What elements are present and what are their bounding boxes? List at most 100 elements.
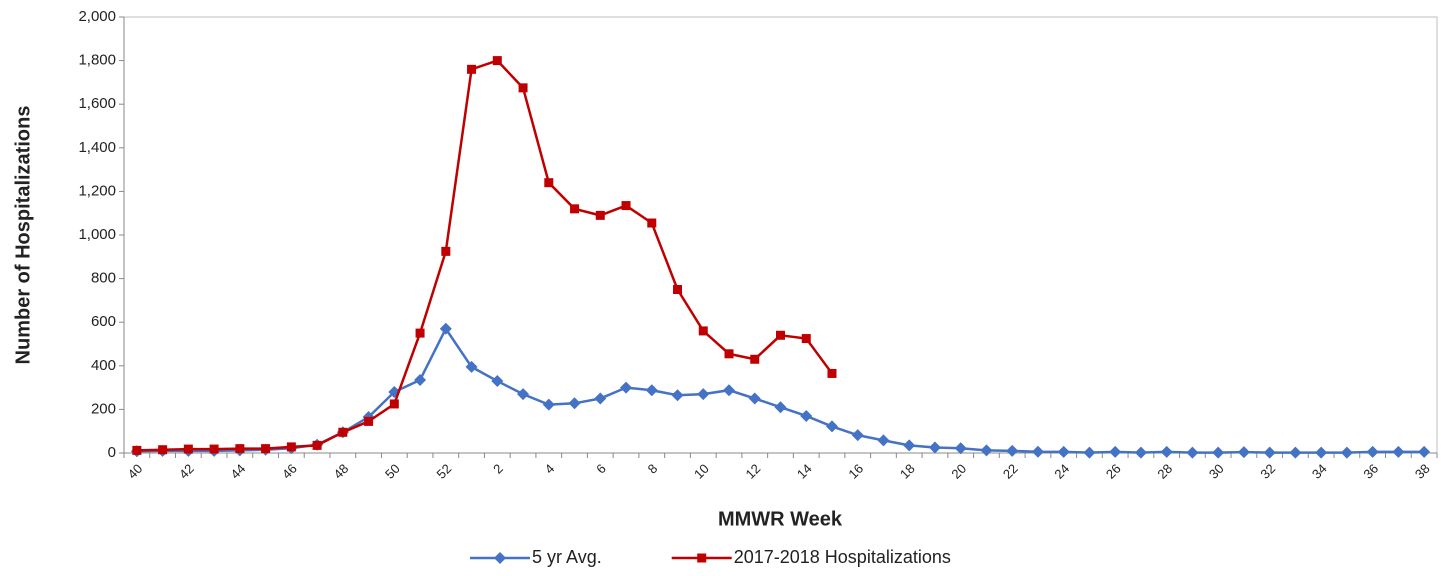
x-tick-label: 10: [691, 461, 712, 482]
data-point: [827, 368, 837, 378]
plot-frame: [123, 16, 1438, 454]
data-point: [698, 326, 708, 336]
y-axis-title: Number of Hospitalizations: [12, 106, 34, 365]
series-line: [136, 326, 1425, 454]
x-tick-label: 32: [1257, 461, 1278, 482]
x-tick-label: 28: [1154, 461, 1175, 482]
x-tick-label: 20: [948, 461, 969, 482]
y-tick-label: 0: [108, 444, 116, 461]
series-line: [136, 59, 833, 452]
data-point: [439, 322, 452, 335]
y-tick-label: 200: [91, 400, 116, 417]
data-point: [748, 392, 761, 405]
data-point: [132, 445, 142, 455]
data-point: [774, 401, 787, 414]
x-tick-label: 40: [125, 461, 146, 482]
legend-marker: [494, 552, 506, 564]
data-point: [491, 375, 504, 388]
data-point: [465, 360, 478, 373]
x-tick-label: 4: [542, 461, 558, 477]
data-point: [1186, 446, 1199, 459]
data-point: [467, 64, 477, 74]
data-point: [980, 444, 993, 457]
data-point: [1134, 446, 1147, 459]
x-tick-label: 50: [382, 461, 403, 482]
data-point: [568, 397, 581, 410]
data-point: [364, 416, 374, 426]
x-tick-label: 42: [176, 461, 197, 482]
data-point: [671, 389, 684, 402]
x-tick-label: 36: [1360, 461, 1381, 482]
x-tick-label: 38: [1412, 461, 1433, 482]
y-tick-label: 2,000: [78, 8, 116, 25]
legend-label: 2017-2018 Hospitalizations: [734, 547, 951, 567]
data-point: [647, 218, 657, 228]
data-point: [1366, 445, 1379, 458]
x-tick-label: 16: [845, 461, 866, 482]
y-tick-label: 600: [91, 313, 116, 330]
y-tick-label: 1,800: [78, 52, 116, 69]
data-point: [158, 445, 168, 455]
data-point: [441, 246, 451, 256]
data-point: [183, 444, 193, 454]
x-tick-label: 52: [434, 461, 455, 482]
data-point: [518, 83, 528, 93]
data-point: [1340, 446, 1353, 459]
data-point: [877, 434, 890, 447]
x-tick-label: 44: [228, 461, 249, 482]
data-point: [697, 388, 710, 401]
data-point: [724, 349, 734, 359]
data-point: [1031, 445, 1044, 458]
data-point: [1392, 445, 1405, 458]
data-point: [1263, 446, 1276, 459]
data-point: [286, 442, 296, 452]
x-tick-label: 2: [490, 461, 506, 477]
x-tick-label: 46: [279, 461, 300, 482]
data-point: [1418, 445, 1431, 458]
data-point: [903, 439, 916, 452]
data-point: [492, 56, 502, 66]
x-tick-label: 18: [897, 461, 918, 482]
x-tick-label: 26: [1103, 461, 1124, 482]
data-point: [517, 388, 530, 401]
data-point: [209, 444, 219, 454]
data-point: [801, 334, 811, 344]
data-point: [1289, 446, 1302, 459]
data-point: [595, 210, 605, 220]
data-point: [928, 441, 941, 454]
data-point: [851, 429, 864, 442]
data-point: [1109, 445, 1122, 458]
legend-label: 5 yr Avg.: [532, 547, 602, 567]
x-tick-label: 30: [1206, 461, 1227, 482]
x-tick-label: 14: [794, 461, 815, 482]
x-tick-label: 12: [742, 461, 763, 482]
data-point: [594, 392, 607, 405]
data-point: [570, 204, 580, 214]
data-point: [261, 444, 271, 454]
data-point: [673, 285, 683, 294]
data-point: [1315, 446, 1328, 459]
data-point: [1212, 446, 1225, 459]
data-point: [723, 384, 736, 397]
x-tick-label: 8: [645, 461, 661, 477]
data-point: [1057, 445, 1070, 458]
data-point: [414, 373, 427, 386]
data-point: [1083, 446, 1096, 459]
data-point: [776, 330, 785, 340]
data-point: [389, 399, 399, 409]
y-tick-label: 1,000: [78, 226, 116, 243]
x-tick-label: 6: [593, 461, 609, 477]
y-tick-label: 800: [91, 270, 116, 287]
data-point: [825, 420, 838, 433]
data-point: [750, 354, 760, 364]
data-point: [645, 384, 658, 397]
data-point: [954, 442, 967, 455]
x-axis-title: MMWR Week: [718, 508, 843, 530]
data-point: [544, 178, 554, 188]
data-point: [1006, 444, 1019, 457]
y-tick-label: 1,400: [78, 139, 116, 156]
data-point: [800, 409, 813, 422]
data-point: [312, 440, 322, 450]
data-point: [338, 427, 348, 437]
